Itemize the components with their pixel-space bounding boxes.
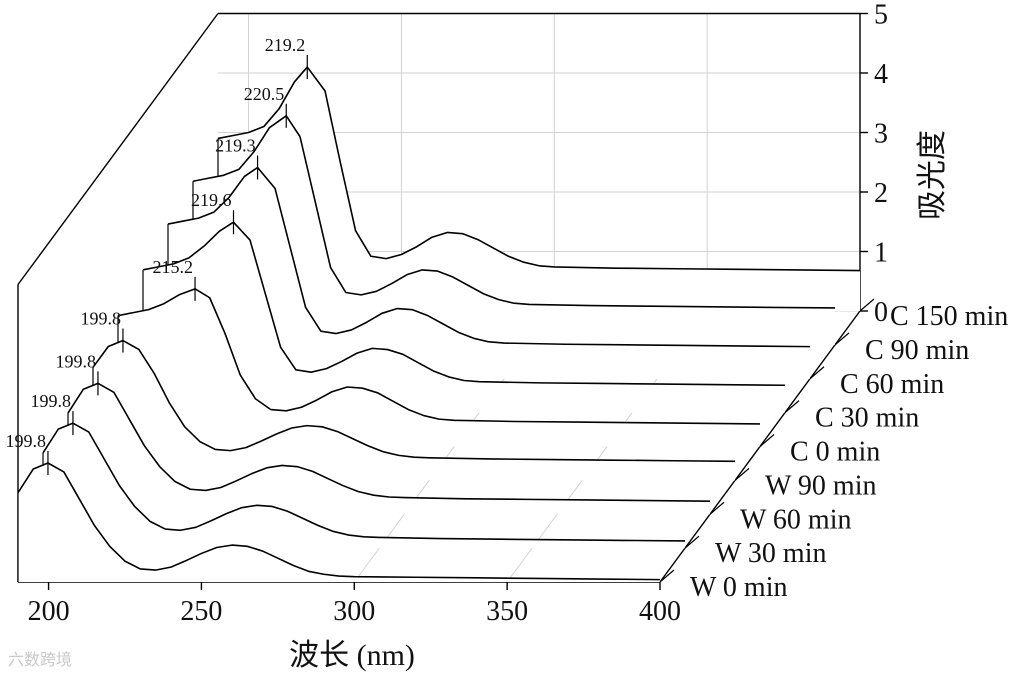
series-label: W 0 min <box>690 572 787 603</box>
series-label-tick <box>734 467 750 481</box>
series-label-tick <box>759 434 775 447</box>
peak-label: 220.5 <box>244 84 285 104</box>
x-tick-label: 300 <box>333 596 375 627</box>
series-label: C 30 min <box>815 403 919 434</box>
series-label-tick <box>684 535 700 549</box>
watermark: 六数跨境 <box>8 650 73 669</box>
x-tick-label: 400 <box>639 596 681 627</box>
peak-label: 199.8 <box>5 431 46 451</box>
series-label: W 60 min <box>740 504 851 535</box>
series-group: W 30 min 199.8 <box>30 391 826 569</box>
series-line <box>117 288 761 425</box>
series-label: C 150 min <box>890 301 1008 332</box>
frame-edge <box>17 13 219 285</box>
x-axis-title: 波长 (nm) <box>289 639 415 672</box>
series-label: W 90 min <box>765 470 876 501</box>
peak-label: 199.8 <box>80 309 121 329</box>
series-label-tick <box>659 569 675 583</box>
series-group: W 0 min 199.8 <box>5 431 787 603</box>
series-curves: C 150 min 219.2 C 90 min 220.5 C 60 min 219.3… <box>5 35 1008 603</box>
peak-label: 219.6 <box>191 190 232 210</box>
series-group: W 90 min 199.8 <box>80 309 876 502</box>
series-line <box>217 66 861 272</box>
series-line <box>167 166 811 348</box>
series-label: C 90 min <box>865 335 969 366</box>
y-axis-title: 吸光度 <box>916 130 949 220</box>
y-tick-label: 4 <box>874 59 888 90</box>
series-line <box>17 462 661 581</box>
series-label-tick <box>784 400 800 414</box>
series-line <box>42 422 686 542</box>
series-label-tick <box>709 501 725 515</box>
peak-label: 219.2 <box>265 35 306 55</box>
series-line <box>192 115 836 309</box>
series-label: C 0 min <box>790 437 880 468</box>
series-label-tick <box>859 298 875 312</box>
peak-label: 215.2 <box>153 257 194 277</box>
series-line <box>92 339 736 463</box>
axis-ticks: 200 250 300 350 400 0 1 2 3 4 5 <box>28 0 888 627</box>
series-fill <box>43 423 685 549</box>
x-tick-label: 350 <box>486 596 528 627</box>
peak-label: 199.8 <box>30 391 71 411</box>
y-tick-label: 1 <box>874 238 888 269</box>
x-tick-label: 200 <box>28 596 70 627</box>
x-tick-label: 250 <box>180 596 222 627</box>
series-fill <box>93 340 735 481</box>
series-label-tick <box>809 366 825 380</box>
y-tick-label: 5 <box>874 0 888 31</box>
peak-label: 199.8 <box>55 351 96 371</box>
series-line <box>142 221 786 387</box>
series-label: W 30 min <box>715 538 826 569</box>
series-group: W 60 min 199.8 <box>55 351 851 535</box>
y-tick-label: 2 <box>874 178 888 209</box>
y-tick-label: 0 <box>874 297 888 328</box>
series-label: C 60 min <box>840 369 944 400</box>
series-label-tick <box>834 332 850 346</box>
y-tick-label: 3 <box>874 119 888 150</box>
series-fill <box>18 463 660 582</box>
series-line <box>67 382 711 502</box>
peak-label: 219.3 <box>215 136 256 156</box>
